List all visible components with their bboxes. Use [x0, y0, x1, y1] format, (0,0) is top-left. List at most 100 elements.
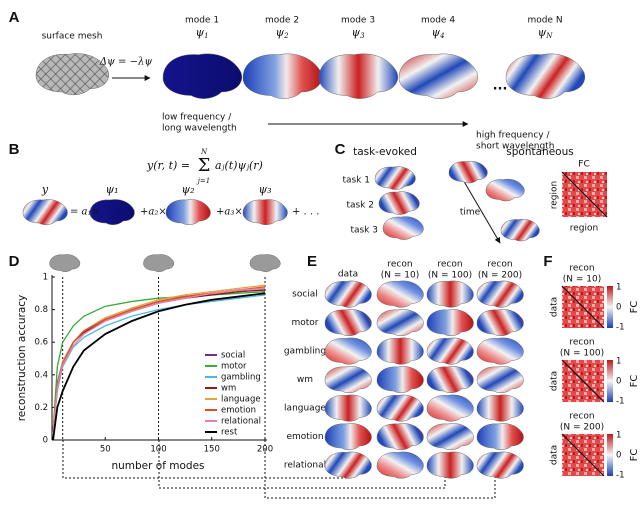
label: mode 2 [265, 16, 299, 26]
label: FC [629, 375, 640, 388]
panel-label: A [9, 9, 20, 26]
y-tick-label: 1 [43, 273, 48, 283]
label: mode 4 [421, 16, 455, 26]
y-tick-label: 0.2 [34, 403, 48, 413]
symbol: ψ [275, 26, 284, 39]
label: Δψ = −λψ [99, 57, 153, 68]
brain [324, 308, 372, 337]
label: long wavelength [162, 124, 237, 134]
label: data [550, 445, 560, 465]
subscript: 3 [360, 32, 365, 40]
brain [382, 216, 424, 241]
label: short wavelength [476, 142, 554, 152]
label: FC [629, 449, 640, 462]
label: (N = 200) [560, 423, 604, 433]
colorbar-tick: -1 [616, 471, 624, 481]
subscript: N [545, 32, 553, 40]
label: recon [437, 260, 462, 270]
label: mode 1 [185, 16, 219, 26]
label: +a₂× [140, 207, 167, 218]
label: Σ [198, 155, 211, 176]
brain [374, 166, 416, 191]
label: region [570, 224, 598, 234]
label: surface mesh [42, 32, 103, 42]
colorbar-tick: -1 [616, 397, 624, 407]
brain [426, 337, 474, 365]
diagonal [561, 285, 605, 329]
symbol: ψ [351, 26, 360, 39]
brain [398, 52, 479, 100]
brain [426, 451, 474, 479]
brain [324, 337, 372, 365]
colorbar-tick: 1 [616, 283, 621, 293]
arrow [461, 177, 501, 244]
panel-label: B [9, 141, 20, 158]
label: = a₁× [70, 207, 100, 218]
diagonal [561, 359, 605, 403]
label: ψ₁ [105, 183, 118, 196]
colorbar-tick: -1 [616, 323, 624, 333]
brain [143, 254, 175, 273]
label: recon [569, 264, 594, 274]
line [52, 287, 266, 432]
x-tick-label: 200 [257, 445, 273, 455]
label: task 1 [342, 176, 370, 186]
label: task-evoked [353, 146, 417, 158]
connector [158, 440, 448, 489]
label: (N = 100) [560, 349, 604, 359]
label: recon [387, 260, 412, 270]
brain [448, 160, 488, 184]
colorbar-tick: 1 [616, 357, 621, 367]
label: FC [629, 301, 640, 314]
brain [22, 198, 68, 226]
brain [376, 337, 424, 365]
colorbar [607, 434, 613, 476]
mode-symbol: ψ4 [431, 26, 444, 40]
x-tick-label: 100 [150, 445, 166, 455]
y-tick-label: 0.4 [34, 370, 48, 380]
panel-label: F [543, 253, 552, 270]
y-tick-label: 0 [43, 436, 48, 446]
brain [485, 178, 525, 202]
label: (N = 100) [428, 271, 472, 281]
label: task 2 [346, 201, 374, 211]
brain [324, 394, 372, 422]
mode-symbol: ψ1 [195, 26, 208, 40]
panel-label: D [9, 253, 20, 270]
brain [426, 308, 474, 337]
brain [376, 394, 424, 422]
label: N [200, 148, 208, 156]
legend-label: emotion [221, 406, 256, 416]
label: (N = 10) [381, 271, 419, 281]
brain [376, 422, 424, 451]
colorbar-tick: 0 [616, 303, 621, 313]
label: ψ₃ [258, 183, 271, 196]
brain [476, 394, 524, 422]
x-axis-label: number of modes [111, 460, 204, 472]
label: ... [493, 79, 508, 94]
label: ψ₂ [181, 183, 194, 196]
label: task 3 [350, 226, 378, 236]
diagonal [561, 171, 608, 218]
brain [426, 280, 474, 308]
brain [165, 198, 211, 226]
legend-label: gambling [221, 373, 261, 383]
subscript: 4 [439, 32, 444, 40]
brain [426, 422, 474, 451]
brain [426, 365, 474, 394]
diagonal [561, 433, 605, 477]
legend-label: language [221, 395, 261, 405]
brain [249, 254, 281, 273]
brain [35, 52, 110, 96]
label: spontaneous [506, 146, 573, 158]
label: region [550, 181, 560, 209]
row-label: gambling [284, 347, 326, 357]
y-tick-label: 0.6 [34, 338, 48, 348]
brain [476, 422, 524, 451]
label: time [460, 208, 481, 218]
brain [378, 191, 420, 216]
brain [426, 394, 474, 422]
brain [49, 254, 81, 273]
y-tick-label: 0.8 [34, 305, 48, 315]
